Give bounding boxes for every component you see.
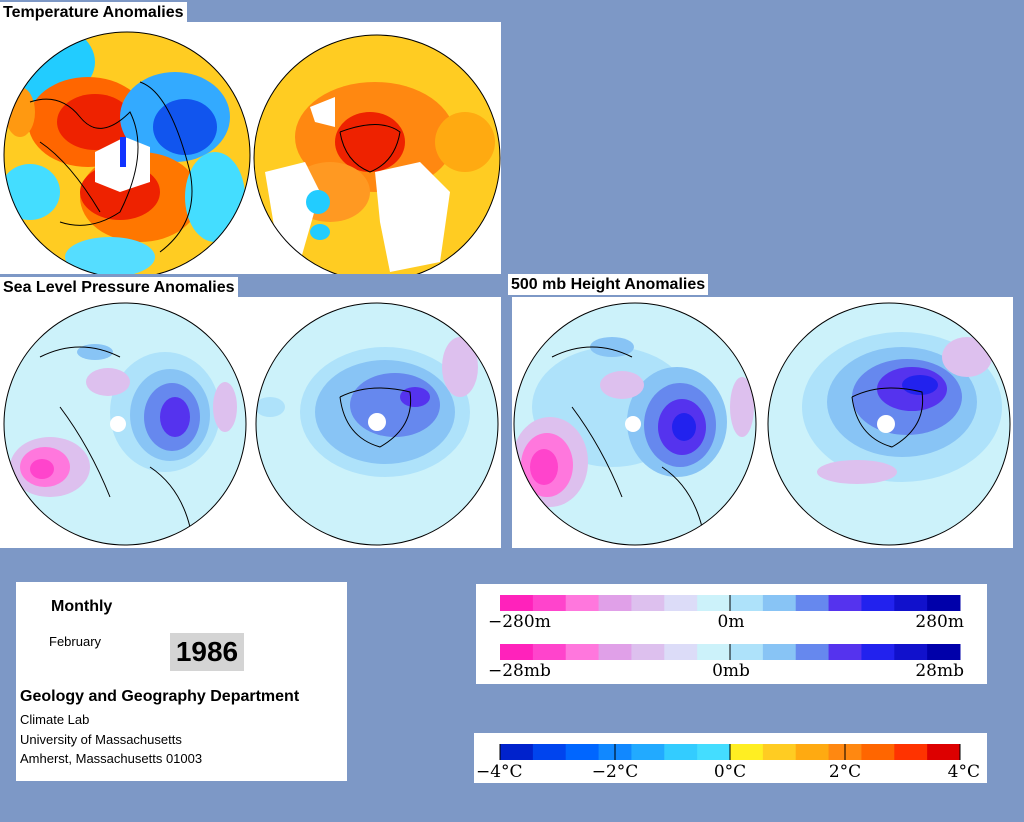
height500-heading: 500 mb Height Anomalies bbox=[508, 274, 709, 295]
height-colorbar-swatch-2 bbox=[565, 595, 600, 611]
department-label: Geology and Geography Department bbox=[20, 688, 300, 705]
temperature-heading: Temperature Anomalies bbox=[0, 2, 187, 23]
slp-heading: Sea Level Pressure Anomalies bbox=[0, 277, 238, 298]
address-label: Amherst, Massachusetts 01003 bbox=[20, 751, 203, 766]
temperature-maps bbox=[3, 31, 501, 274]
pressure-colorbar bbox=[500, 644, 961, 660]
height500-map-north bbox=[514, 303, 756, 545]
info-box: Monthly February 1986 Geology and Geogra… bbox=[16, 582, 347, 781]
temperature-panel bbox=[0, 22, 501, 274]
height-right-tick: 280m bbox=[915, 612, 964, 632]
temperature-colorbar-swatch-8 bbox=[762, 744, 797, 760]
height-colorbar-swatch-9 bbox=[795, 595, 830, 611]
pressure-colorbar-swatch-1 bbox=[532, 644, 567, 660]
pressure-colorbar-swatch-9 bbox=[795, 644, 830, 660]
height-colorbar-swatch-5 bbox=[664, 595, 698, 611]
temperature-colorbar-swatch-11 bbox=[861, 744, 895, 760]
height500-maps bbox=[513, 302, 1011, 546]
height-colorbar-swatch-11 bbox=[861, 595, 895, 611]
lab-label: Climate Lab bbox=[20, 712, 90, 727]
height500-panel bbox=[512, 297, 1013, 548]
month-label: February bbox=[49, 634, 102, 649]
pressure-colorbar-swatch-0 bbox=[500, 644, 534, 660]
height500-map-south bbox=[768, 303, 1010, 545]
height-colorbar-swatch-7 bbox=[730, 595, 764, 611]
height-colorbar-swatch-4 bbox=[631, 595, 665, 611]
pressure-right-tick: 28mb bbox=[915, 661, 964, 681]
pressure-colorbar-swatch-7 bbox=[730, 644, 764, 660]
temperature-colorbar-swatch-13 bbox=[927, 744, 961, 760]
pressure-left-tick: −28mb bbox=[488, 661, 551, 681]
slp-panel bbox=[0, 297, 501, 548]
temperature-tick-label-0: −4°C bbox=[476, 762, 523, 782]
temperature-legend-svg: −4°C −2°C 0°C 2°C 4°C bbox=[476, 744, 980, 782]
temperature-colorbar-swatch-5 bbox=[664, 744, 698, 760]
anomaly-legend: −280m 0m 280m −28mb 0mb 28mb bbox=[476, 584, 987, 684]
temperature-colorbar-swatch-4 bbox=[631, 744, 665, 760]
height-colorbar-swatch-8 bbox=[762, 595, 797, 611]
pressure-colorbar-swatch-8 bbox=[762, 644, 797, 660]
pressure-colorbar-swatch-11 bbox=[861, 644, 895, 660]
height-colorbar-swatch-1 bbox=[532, 595, 567, 611]
pressure-center-tick: 0mb bbox=[712, 661, 750, 681]
temperature-tick-label-3: 2°C bbox=[829, 762, 861, 782]
slp-map-north bbox=[4, 303, 246, 545]
height-colorbar-swatch-0 bbox=[500, 595, 534, 611]
temperature-colorbar-swatch-7 bbox=[730, 744, 764, 760]
pressure-colorbar-swatch-5 bbox=[664, 644, 698, 660]
period-label: Monthly bbox=[51, 598, 113, 615]
temperature-colorbar-swatch-0 bbox=[500, 744, 534, 760]
height-center-tick: 0m bbox=[718, 612, 745, 632]
slp-map-south bbox=[256, 303, 498, 545]
temperature-map-south bbox=[254, 35, 500, 274]
temperature-tick-label-4: 4°C bbox=[948, 762, 980, 782]
height-colorbar-swatch-13 bbox=[927, 595, 961, 611]
height-colorbar-swatch-3 bbox=[598, 595, 632, 611]
height-colorbar-swatch-10 bbox=[828, 595, 862, 611]
temperature-colorbar-swatch-2 bbox=[565, 744, 600, 760]
slp-maps bbox=[3, 302, 499, 546]
pressure-colorbar-swatch-2 bbox=[565, 644, 600, 660]
pressure-colorbar-swatch-3 bbox=[598, 644, 632, 660]
height-left-tick: −280m bbox=[488, 612, 551, 632]
temperature-colorbar-swatch-1 bbox=[532, 744, 567, 760]
temperature-colorbar-swatch-12 bbox=[894, 744, 928, 760]
height-colorbar bbox=[500, 595, 961, 611]
height-colorbar-swatch-12 bbox=[894, 595, 928, 611]
pressure-colorbar-swatch-13 bbox=[927, 644, 961, 660]
temperature-colorbar-swatch-9 bbox=[795, 744, 830, 760]
pressure-colorbar-swatch-4 bbox=[631, 644, 665, 660]
temperature-tick-label-2: 0°C bbox=[714, 762, 746, 782]
pressure-colorbar-swatch-6 bbox=[697, 644, 731, 660]
temperature-legend: −4°C −2°C 0°C 2°C 4°C bbox=[474, 733, 987, 783]
height-colorbar-swatch-6 bbox=[697, 595, 731, 611]
anomaly-legend-svg: −280m 0m 280m −28mb 0mb 28mb bbox=[488, 595, 964, 681]
pressure-colorbar-swatch-12 bbox=[894, 644, 928, 660]
pressure-colorbar-swatch-10 bbox=[828, 644, 862, 660]
temperature-map-north bbox=[4, 32, 250, 274]
year-label: 1986 bbox=[170, 633, 244, 671]
university-label: University of Massachusetts bbox=[20, 732, 182, 747]
temperature-tick-label-1: −2°C bbox=[592, 762, 639, 782]
temperature-colorbar-swatch-6 bbox=[697, 744, 731, 760]
temperature-ticks: −4°C −2°C 0°C 2°C 4°C bbox=[476, 744, 980, 782]
